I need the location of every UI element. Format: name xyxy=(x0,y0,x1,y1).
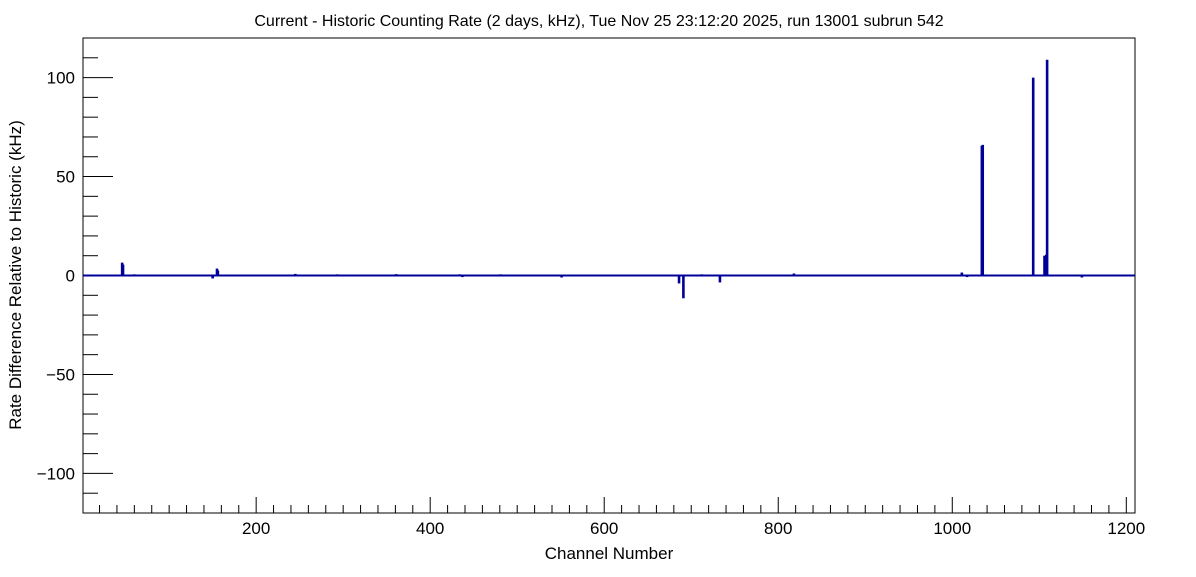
y-tick-label: −50 xyxy=(46,365,75,384)
x-tick-label: 200 xyxy=(242,519,270,538)
y-tick-label: 50 xyxy=(56,168,75,187)
x-tick-label: 600 xyxy=(590,519,618,538)
y-tick-label: 0 xyxy=(66,267,75,286)
x-axis: 200 400 600 800 1000 1200 xyxy=(99,497,1145,538)
y-tick-label: −100 xyxy=(37,464,75,483)
y-tick-label: 100 xyxy=(47,69,75,88)
data-bars xyxy=(120,59,1084,299)
x-tick-label: 400 xyxy=(416,519,444,538)
x-axis-label: Channel Number xyxy=(545,544,674,563)
y-axis: −100 −50 0 50 100 xyxy=(37,57,113,494)
y-axis-label: Rate Difference Relative to Historic (kH… xyxy=(6,120,25,430)
chart-title: Current - Historic Counting Rate (2 days… xyxy=(254,13,943,30)
x-tick-label: 1000 xyxy=(933,519,971,538)
x-tick-label: 800 xyxy=(764,519,792,538)
x-tick-label: 1200 xyxy=(1107,519,1145,538)
